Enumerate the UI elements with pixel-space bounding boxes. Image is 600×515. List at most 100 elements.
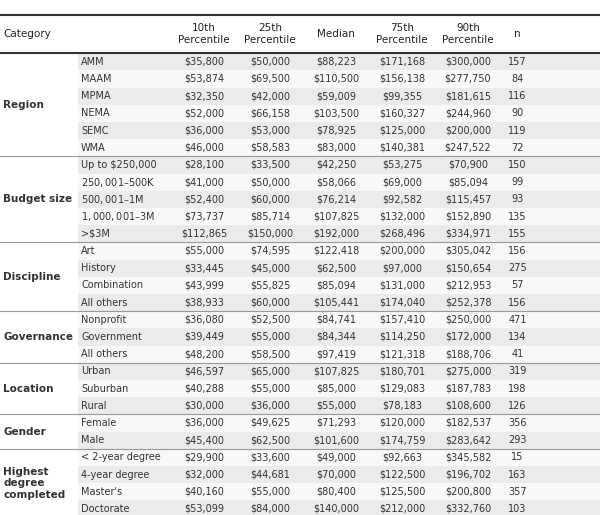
Bar xyxy=(78,157,600,174)
Text: 116: 116 xyxy=(508,91,527,101)
Text: $45,000: $45,000 xyxy=(250,263,290,273)
Text: $88,223: $88,223 xyxy=(316,57,356,67)
Text: n: n xyxy=(514,29,521,39)
Text: $66,158: $66,158 xyxy=(250,108,290,118)
Text: $200,000: $200,000 xyxy=(445,126,491,135)
Bar xyxy=(78,191,600,208)
Text: $188,706: $188,706 xyxy=(445,349,491,359)
Text: $74,595: $74,595 xyxy=(250,246,290,256)
Text: $250,000: $250,000 xyxy=(445,315,491,325)
Text: Rural: Rural xyxy=(81,401,107,411)
Text: MAAM: MAAM xyxy=(81,74,112,84)
Text: AMM: AMM xyxy=(81,57,104,67)
Text: Combination: Combination xyxy=(81,280,143,290)
Text: $60,000: $60,000 xyxy=(250,298,290,307)
Text: $181,615: $181,615 xyxy=(445,91,491,101)
Bar xyxy=(78,71,600,88)
Text: $121,318: $121,318 xyxy=(379,349,425,359)
Text: 356: 356 xyxy=(508,418,527,428)
Bar xyxy=(78,174,600,191)
Text: $70,000: $70,000 xyxy=(316,470,356,479)
Text: $212,953: $212,953 xyxy=(445,280,491,290)
Bar xyxy=(78,88,600,105)
Text: $58,500: $58,500 xyxy=(250,349,290,359)
Text: $62,500: $62,500 xyxy=(316,263,356,273)
Text: $33,600: $33,600 xyxy=(250,452,290,462)
Text: Budget size: Budget size xyxy=(3,194,72,204)
Text: $101,600: $101,600 xyxy=(313,435,359,445)
Text: $150,000: $150,000 xyxy=(247,229,293,239)
Text: 155: 155 xyxy=(508,229,527,239)
Text: $32,350: $32,350 xyxy=(184,91,224,101)
Text: MPMA: MPMA xyxy=(81,91,110,101)
Text: $44,681: $44,681 xyxy=(250,470,290,479)
Text: $180,701: $180,701 xyxy=(379,366,425,376)
Text: $49,000: $49,000 xyxy=(316,452,356,462)
Text: $58,583: $58,583 xyxy=(250,143,290,153)
Text: $35,800: $35,800 xyxy=(184,57,224,67)
Text: $92,663: $92,663 xyxy=(382,452,422,462)
Text: $152,890: $152,890 xyxy=(445,212,491,221)
Text: $42,250: $42,250 xyxy=(316,160,356,170)
Text: $46,000: $46,000 xyxy=(184,143,224,153)
Text: $58,066: $58,066 xyxy=(316,177,356,187)
Text: $84,344: $84,344 xyxy=(316,332,356,342)
Text: $122,500: $122,500 xyxy=(379,470,425,479)
Text: $174,040: $174,040 xyxy=(379,298,425,307)
Text: 84: 84 xyxy=(511,74,524,84)
Text: $268,496: $268,496 xyxy=(379,229,425,239)
Bar xyxy=(78,208,600,225)
Bar xyxy=(78,397,600,414)
Text: Female: Female xyxy=(81,418,116,428)
Text: $78,183: $78,183 xyxy=(382,401,422,411)
Text: 93: 93 xyxy=(511,194,524,204)
Bar xyxy=(78,380,600,397)
Text: $200,800: $200,800 xyxy=(445,487,491,496)
Text: $33,445: $33,445 xyxy=(184,263,224,273)
Text: NEMA: NEMA xyxy=(81,108,110,118)
Text: 157: 157 xyxy=(508,57,527,67)
Text: 319: 319 xyxy=(508,366,527,376)
Text: $65,000: $65,000 xyxy=(250,366,290,376)
Text: $78,925: $78,925 xyxy=(316,126,356,135)
Bar xyxy=(78,53,600,71)
Text: $71,293: $71,293 xyxy=(316,418,356,428)
Text: $52,000: $52,000 xyxy=(184,108,224,118)
Text: $1,000,001–$3M: $1,000,001–$3M xyxy=(81,210,155,223)
Text: $50,000: $50,000 xyxy=(250,57,290,67)
Text: $70,900: $70,900 xyxy=(448,160,488,170)
Text: $30,000: $30,000 xyxy=(184,401,224,411)
Text: 150: 150 xyxy=(508,160,527,170)
Bar xyxy=(78,243,600,260)
Bar xyxy=(78,466,600,483)
Text: Location: Location xyxy=(3,384,53,393)
Bar xyxy=(78,122,600,139)
Text: $28,100: $28,100 xyxy=(184,160,224,170)
Text: 15: 15 xyxy=(511,452,524,462)
Text: $120,000: $120,000 xyxy=(379,418,425,428)
Text: 25th
Percentile: 25th Percentile xyxy=(244,23,296,45)
Text: Governance: Governance xyxy=(3,332,73,342)
Text: $43,999: $43,999 xyxy=(184,280,224,290)
Text: $36,000: $36,000 xyxy=(184,418,224,428)
Text: $174,759: $174,759 xyxy=(379,435,425,445)
Text: $80,400: $80,400 xyxy=(316,487,356,496)
Text: $40,288: $40,288 xyxy=(184,384,224,393)
Text: $107,825: $107,825 xyxy=(313,212,359,221)
Text: $244,960: $244,960 xyxy=(445,108,491,118)
Text: $345,582: $345,582 xyxy=(445,452,491,462)
Text: $36,080: $36,080 xyxy=(184,315,224,325)
Text: $196,702: $196,702 xyxy=(445,470,491,479)
Text: $55,825: $55,825 xyxy=(250,280,290,290)
Text: Master's: Master's xyxy=(81,487,122,496)
Text: $97,000: $97,000 xyxy=(382,263,422,273)
Text: $114,250: $114,250 xyxy=(379,332,425,342)
Text: $52,400: $52,400 xyxy=(184,194,224,204)
Text: $122,418: $122,418 xyxy=(313,246,359,256)
Text: $38,933: $38,933 xyxy=(184,298,224,307)
Bar xyxy=(78,414,600,432)
Text: $55,000: $55,000 xyxy=(316,401,356,411)
Bar xyxy=(78,105,600,122)
Text: $250,001–$500K: $250,001–$500K xyxy=(81,176,155,188)
Text: $129,083: $129,083 xyxy=(379,384,425,393)
